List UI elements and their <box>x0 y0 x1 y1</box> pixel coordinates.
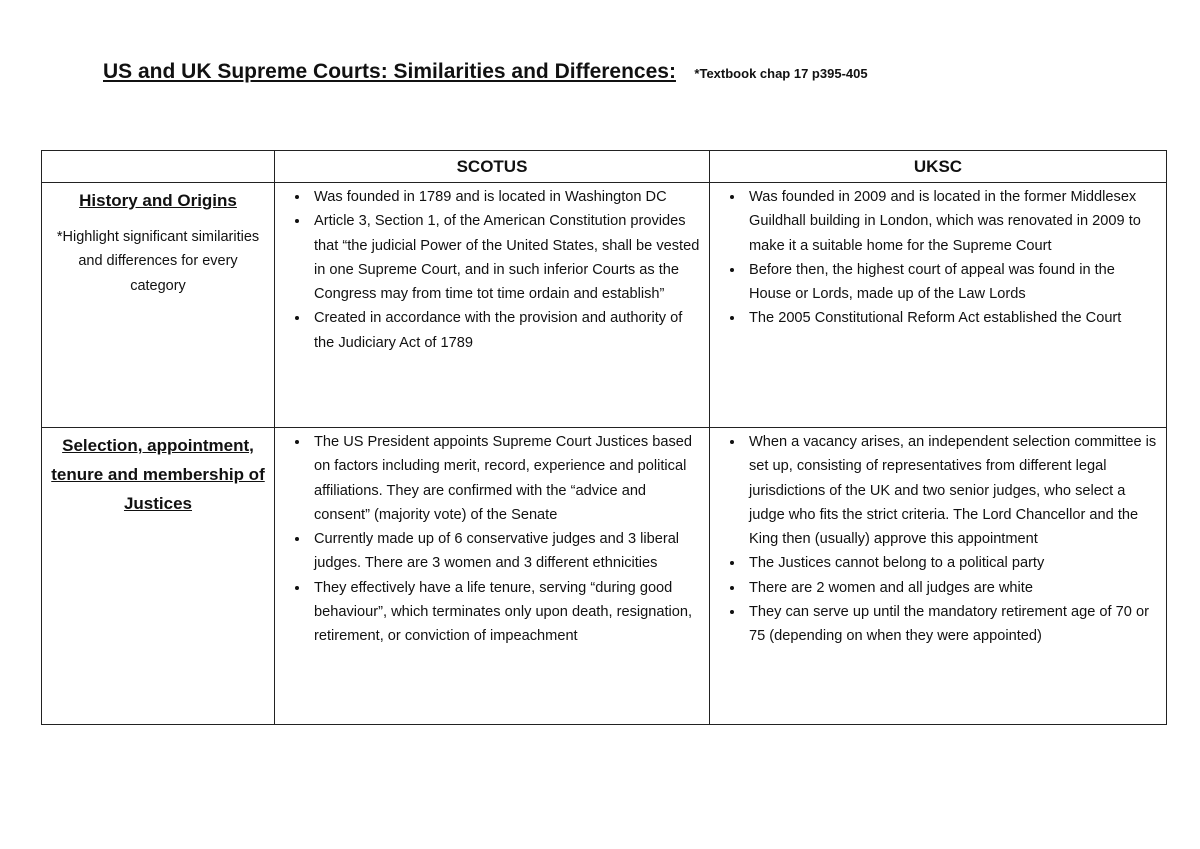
table-row: History and Origins *Highlight significa… <box>41 182 1167 428</box>
header-row: SCOTUS UKSC <box>41 150 1167 183</box>
list-item: Article 3, Section 1, of the American Co… <box>310 209 703 306</box>
category-note: *Highlight significant similarities and … <box>56 229 260 294</box>
list-item: There are 2 women and all judges are whi… <box>745 576 1160 600</box>
list-item: Was founded in 2009 and is located in th… <box>745 185 1160 258</box>
category-title: History and Origins <box>79 191 237 210</box>
list-item: When a vacancy arises, an independent se… <box>745 430 1160 551</box>
list-item: Currently made up of 6 conservative judg… <box>310 527 703 576</box>
header-empty <box>41 150 275 183</box>
list-item: They can serve up until the mandatory re… <box>745 600 1160 649</box>
list-item: Was founded in 1789 and is located in Wa… <box>310 185 703 209</box>
category-cell: Selection, appointment, tenure and membe… <box>41 427 275 725</box>
scotus-cell: The US President appoints Supreme Court … <box>274 427 710 725</box>
table-row: Selection, appointment, tenure and membe… <box>41 427 1167 725</box>
list-item: The Justices cannot belong to a politica… <box>745 551 1160 575</box>
comparison-table: SCOTUS UKSC History and Origins *Highlig… <box>41 150 1167 725</box>
category-title: Selection, appointment, tenure and membe… <box>51 436 265 513</box>
uksc-cell: When a vacancy arises, an independent se… <box>709 427 1167 725</box>
header-scotus: SCOTUS <box>274 150 710 183</box>
document-header: US and UK Supreme Courts: Similarities a… <box>103 60 868 84</box>
list-item: They effectively have a life tenure, ser… <box>310 576 703 649</box>
uksc-cell: Was founded in 2009 and is located in th… <box>709 182 1167 428</box>
category-cell: History and Origins *Highlight significa… <box>41 182 275 428</box>
list-item: The US President appoints Supreme Court … <box>310 430 703 527</box>
list-item: The 2005 Constitutional Reform Act estab… <box>745 306 1160 330</box>
page-title: US and UK Supreme Courts: Similarities a… <box>103 60 676 83</box>
list-item: Created in accordance with the provision… <box>310 306 703 355</box>
header-uksc: UKSC <box>709 150 1167 183</box>
scotus-cell: Was founded in 1789 and is located in Wa… <box>274 182 710 428</box>
reference-note: *Textbook chap 17 p395-405 <box>694 66 868 81</box>
list-item: Before then, the highest court of appeal… <box>745 258 1160 307</box>
